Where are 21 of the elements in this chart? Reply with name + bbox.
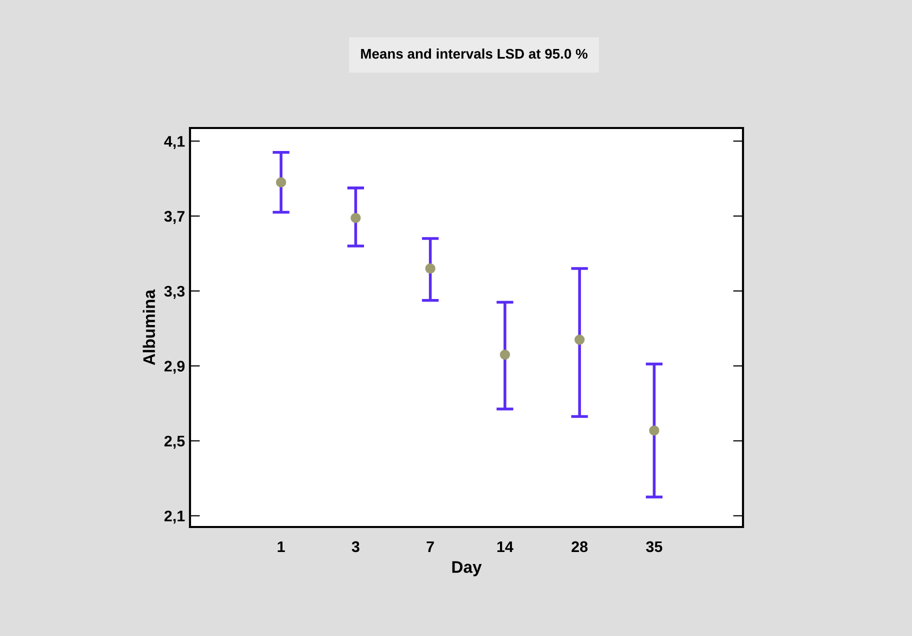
point xyxy=(649,425,660,436)
y-tick-label: 3,7 xyxy=(164,210,184,224)
x-axis-title: Day xyxy=(452,561,482,576)
point xyxy=(276,177,286,188)
x-tick-label: 3 xyxy=(352,541,360,552)
x-tick-label: 28 xyxy=(572,541,588,552)
x-tick-label: 7 xyxy=(426,541,434,552)
y-tick-label: 4,1 xyxy=(164,136,185,150)
point xyxy=(500,350,510,360)
point xyxy=(425,263,436,274)
y-tick-label: 2,9 xyxy=(164,360,185,374)
chart-title: Means and intervals LSD at 95.0 % xyxy=(361,48,588,59)
y-axis-title: Albumina xyxy=(142,289,156,366)
point xyxy=(350,212,361,223)
x-tick-label: 14 xyxy=(497,541,514,552)
y-tick-label: 2,5 xyxy=(164,436,185,449)
y-tick-label: 2,1 xyxy=(164,510,185,524)
x-tick-label: 1 xyxy=(278,541,285,552)
x-tick-label: 35 xyxy=(646,541,662,552)
y-tick-label: 3,3 xyxy=(164,286,185,299)
point xyxy=(574,334,585,345)
